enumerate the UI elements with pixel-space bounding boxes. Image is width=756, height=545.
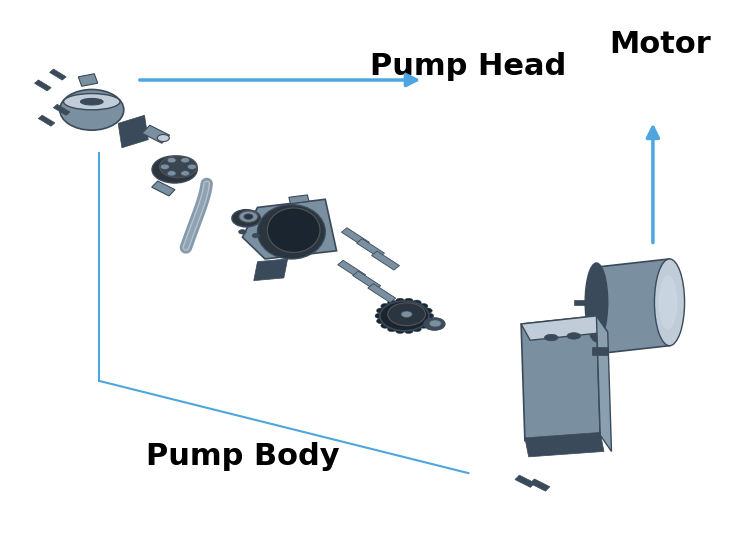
Ellipse shape [395, 298, 404, 304]
Bar [142, 125, 169, 143]
Ellipse shape [60, 89, 124, 130]
Polygon shape [521, 316, 608, 340]
Ellipse shape [585, 263, 608, 342]
Ellipse shape [544, 334, 558, 341]
Polygon shape [596, 316, 612, 451]
Text: Motor: Motor [609, 31, 711, 59]
Bar [39, 115, 55, 126]
Ellipse shape [160, 156, 197, 178]
Text: Pump Body: Pump Body [146, 443, 339, 471]
Bar [530, 479, 550, 491]
Ellipse shape [376, 308, 386, 313]
Text: Pump Head: Pump Head [370, 52, 566, 81]
Ellipse shape [412, 300, 421, 305]
Bar [338, 261, 366, 279]
Ellipse shape [80, 99, 103, 105]
Ellipse shape [167, 158, 176, 163]
Ellipse shape [381, 323, 390, 328]
Ellipse shape [387, 300, 396, 305]
Ellipse shape [423, 318, 432, 324]
Ellipse shape [239, 229, 246, 234]
Ellipse shape [429, 320, 442, 327]
Bar [54, 104, 70, 116]
Ellipse shape [658, 275, 677, 329]
Polygon shape [525, 432, 604, 457]
Ellipse shape [424, 318, 445, 330]
Ellipse shape [567, 332, 581, 339]
Ellipse shape [425, 313, 434, 319]
Polygon shape [254, 259, 287, 281]
Polygon shape [118, 115, 148, 148]
Ellipse shape [419, 304, 428, 309]
Bar [592, 347, 609, 355]
Ellipse shape [412, 326, 421, 332]
Bar [368, 283, 395, 302]
Ellipse shape [376, 318, 386, 324]
Bar [289, 195, 309, 204]
Ellipse shape [375, 313, 384, 319]
Ellipse shape [404, 298, 414, 304]
Ellipse shape [401, 311, 412, 318]
Bar [515, 475, 534, 487]
Ellipse shape [268, 208, 320, 252]
Polygon shape [243, 199, 336, 259]
Ellipse shape [380, 301, 429, 331]
Ellipse shape [181, 171, 190, 176]
Bar [35, 80, 51, 91]
Bar [152, 181, 175, 196]
Ellipse shape [388, 303, 426, 326]
Ellipse shape [64, 94, 120, 110]
Bar [79, 74, 98, 86]
Ellipse shape [423, 308, 432, 313]
Ellipse shape [232, 210, 261, 227]
Ellipse shape [404, 328, 414, 334]
Ellipse shape [655, 259, 685, 346]
Polygon shape [521, 316, 600, 440]
Ellipse shape [244, 214, 253, 219]
Bar [371, 251, 399, 270]
Ellipse shape [181, 158, 190, 163]
Ellipse shape [167, 171, 176, 176]
Ellipse shape [157, 135, 169, 142]
Ellipse shape [395, 328, 404, 334]
Ellipse shape [187, 164, 197, 169]
Bar [342, 228, 370, 247]
Ellipse shape [419, 323, 428, 328]
Polygon shape [596, 259, 670, 354]
Ellipse shape [152, 156, 197, 183]
Ellipse shape [253, 233, 260, 238]
Ellipse shape [239, 211, 258, 222]
Ellipse shape [387, 326, 396, 332]
Bar [353, 271, 381, 290]
Ellipse shape [160, 164, 169, 169]
Bar [574, 300, 596, 305]
Bar [50, 69, 67, 80]
Bar [357, 239, 385, 258]
Ellipse shape [381, 304, 390, 309]
Ellipse shape [258, 205, 325, 259]
